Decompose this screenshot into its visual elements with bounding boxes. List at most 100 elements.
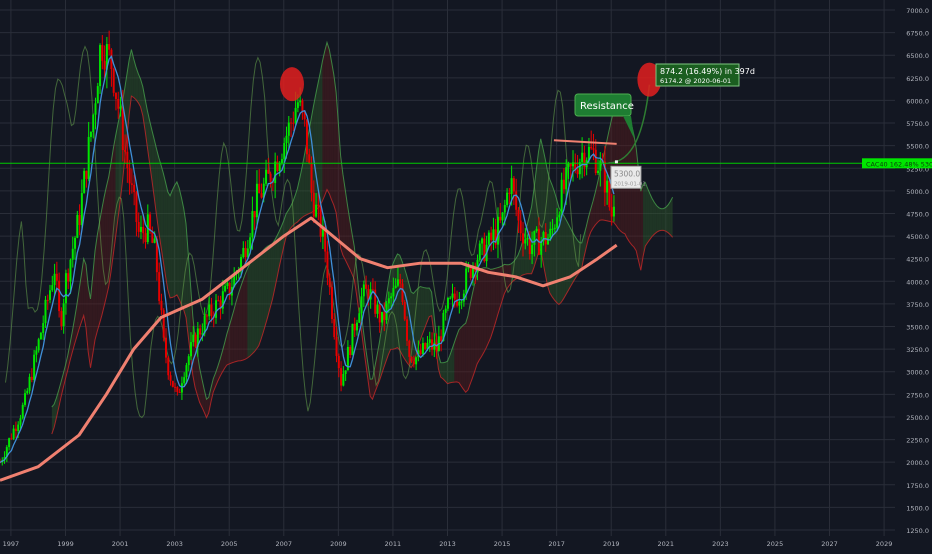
cloud-segment: [317, 72, 321, 209]
cloud-segment: [154, 139, 157, 215]
candle-body: [301, 100, 304, 112]
cloud-segment: [602, 151, 605, 221]
candle-body: [262, 183, 265, 198]
price-axis-tick-label: 1750.0: [906, 482, 929, 490]
candle-body: [246, 248, 249, 258]
cloud-segment: [208, 387, 212, 414]
candle-body: [471, 265, 474, 279]
candle-body: [12, 428, 15, 439]
cloud-segment: [95, 235, 98, 340]
cloud-segment: [486, 267, 489, 348]
cloud-segment: [561, 211, 564, 303]
candle-body: [431, 339, 434, 350]
candle-body: [408, 340, 411, 357]
cloud-segment: [233, 301, 237, 363]
cloud-segment: [324, 42, 327, 196]
candle-body: [328, 277, 331, 288]
cloud-segment: [65, 355, 68, 379]
candle-body: [501, 212, 504, 221]
cloud-span-b: [51, 95, 673, 435]
candle-body: [415, 357, 418, 365]
cloud-segment: [72, 318, 75, 353]
cloud-segment: [336, 91, 339, 231]
candle-body: [89, 131, 92, 137]
candle-body: [30, 376, 33, 381]
candle-body: [164, 337, 167, 358]
candle-body: [199, 328, 202, 335]
candle-body: [80, 193, 83, 226]
candle-body: [517, 209, 520, 221]
cloud-segment: [365, 347, 368, 380]
candle-body: [144, 233, 147, 243]
cloud-segment: [308, 119, 312, 214]
candle-body: [5, 447, 8, 457]
price-axis-tick-label: 5500.0: [906, 143, 929, 151]
candle-body: [419, 350, 422, 355]
candle-body: [567, 163, 570, 168]
candle-body: [387, 298, 390, 304]
candle-body: [590, 146, 593, 149]
candle-body: [176, 387, 179, 393]
price-axis-tick-label: 2000.0: [906, 459, 929, 467]
candle-body: [390, 296, 393, 299]
cloud-segment: [563, 215, 566, 299]
candle-body: [78, 214, 81, 226]
candle-body: [521, 233, 524, 244]
cloud-segment: [226, 326, 230, 366]
cloud-segment: [176, 181, 180, 300]
candle-body: [512, 178, 515, 192]
candle-body: [96, 86, 99, 104]
candle-body: [151, 231, 154, 243]
candle-body: [403, 301, 406, 320]
candle-body: [294, 107, 297, 124]
cloud-segment: [452, 342, 455, 383]
resistance-line[interactable]: [553, 139, 617, 145]
time-axis-tick-label: 2027: [821, 540, 838, 548]
cloud-segment: [299, 167, 302, 220]
time-axis-tick-label: 2025: [767, 540, 784, 548]
current-price-badge[interactable]: [862, 158, 932, 169]
lagging-span-line: [5, 45, 582, 419]
candle-body: [217, 300, 220, 302]
candle-body: [290, 122, 293, 124]
candle-body: [139, 226, 142, 232]
projection-label-box[interactable]: [655, 63, 740, 87]
cloud-segment: [356, 267, 359, 311]
candle-body: [467, 266, 470, 269]
cloud-segment: [340, 155, 343, 256]
candle-body: [444, 308, 447, 313]
candle-body: [8, 438, 11, 448]
highlight-circle[interactable]: [279, 67, 304, 102]
cloud-segment: [329, 49, 332, 200]
cloud-segment: [138, 73, 141, 107]
candle-body: [283, 143, 286, 160]
candle-body: [492, 229, 495, 241]
cloud-segment: [388, 269, 391, 355]
candle-body: [117, 98, 120, 109]
candle-body: [190, 342, 193, 357]
candle-body: [21, 404, 24, 419]
target-marker-box[interactable]: [610, 165, 642, 189]
cloud-segment: [590, 201, 594, 233]
candle-body: [542, 232, 545, 242]
long-moving-average-line: [0, 216, 618, 482]
resistance-callout-box[interactable]: [574, 93, 632, 117]
drawing-layer[interactable]: 5300.0 2019-01-01 874.2 (16.49%) in 397d61…: [0, 62, 862, 189]
cloud-segment: [347, 204, 350, 269]
candle-body: [210, 304, 213, 316]
price-axis-tick-label: 1250.0: [906, 527, 929, 535]
cloud-segment: [643, 182, 646, 257]
time-axis-tick-label: 2005: [221, 540, 238, 548]
time-axis-tick-label: 1997: [3, 540, 20, 548]
candle-body: [14, 428, 17, 431]
highlight-circle[interactable]: [637, 62, 662, 97]
candle-body: [183, 377, 186, 384]
current-price-badge-label: CAC40 162.48% 5304.8: [866, 160, 932, 168]
target-marker-handle[interactable]: [614, 160, 618, 164]
cloud-segment: [254, 256, 257, 352]
candle-body: [287, 122, 290, 136]
candle-body: [551, 228, 554, 230]
